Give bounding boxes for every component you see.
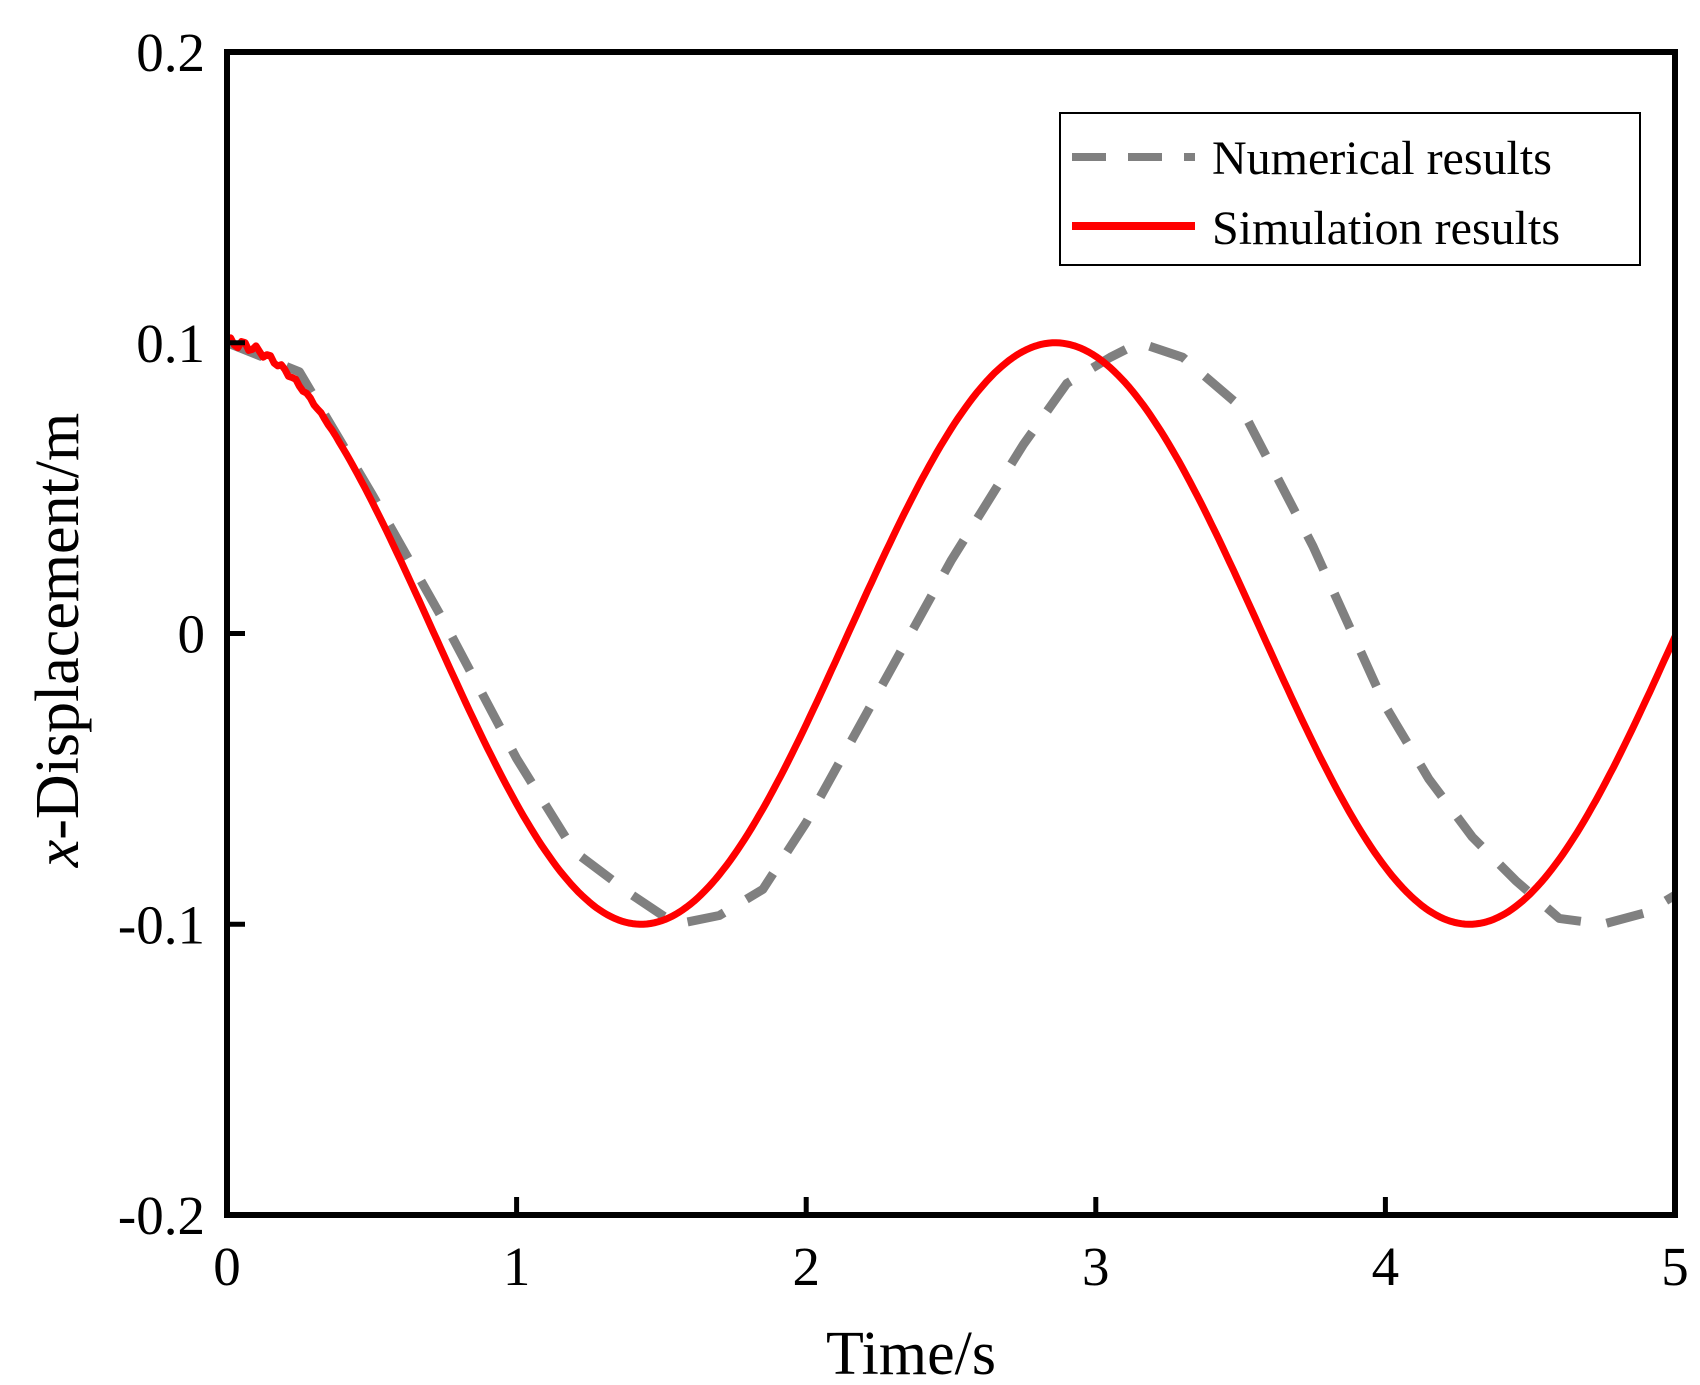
axis-ticks: 0 1 2 3 4 5 -0.2 -0.1 0 0.1 0.2 [118,22,1689,1297]
x-tick-label: 3 [1082,1236,1110,1297]
y-tick-label: 0.2 [136,22,205,83]
x-tick-label: 2 [792,1236,820,1297]
series-numerical-results [225,338,1678,929]
legend-box [1059,112,1641,266]
y-axis-label-variable: x [24,839,92,868]
y-axis-label-text: -Displacement/m [24,413,92,840]
y-tick-label: -0.1 [118,894,205,955]
x-tick-label: 5 [1661,1236,1689,1297]
legend-label-simulation: Simulation results [1212,202,1560,255]
series-simulation-results [224,334,1679,928]
legend: Numerical results Simulation results [1059,112,1641,266]
plot-curves [224,334,1679,929]
x-axis-label: Time/s [826,1320,996,1385]
legend-label-numerical: Numerical results [1212,132,1552,185]
y-tick-label: 0 [178,604,206,665]
y-axis-label: x-Displacement/m [24,413,92,869]
x-tick-label: 1 [503,1236,531,1297]
x-tick-label: 4 [1372,1236,1400,1297]
y-tick-label: -0.2 [118,1185,205,1246]
y-tick-label: 0.1 [136,313,205,374]
x-tick-label: 0 [213,1236,241,1297]
